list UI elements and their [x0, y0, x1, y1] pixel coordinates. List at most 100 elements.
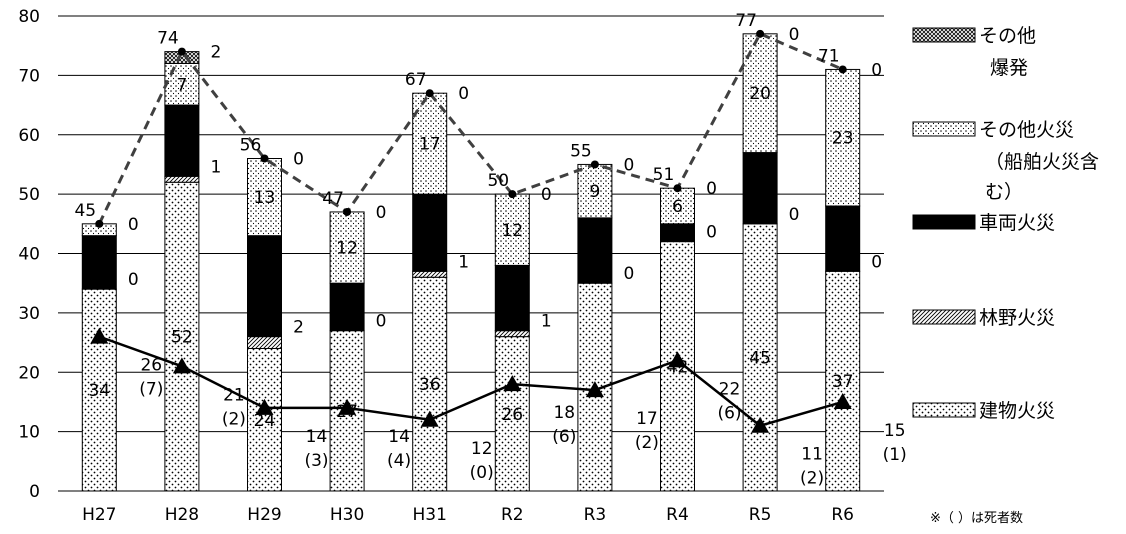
casualty-marker	[420, 410, 439, 427]
x-tick-label: H29	[247, 505, 281, 525]
total-marker	[343, 207, 352, 216]
forest-label: 0	[789, 205, 800, 225]
casualty-label: 11	[801, 445, 823, 465]
footnote: ※（ ）は死者数	[930, 511, 1023, 526]
casualty-marker	[255, 398, 274, 415]
y-tick-label: 60	[18, 126, 40, 146]
building-label: 45	[749, 348, 771, 368]
total-marker	[177, 47, 186, 56]
other-label: 0	[458, 84, 469, 104]
other-label: 0	[871, 60, 882, 80]
casualty-label: 22	[719, 379, 741, 399]
x-tick-label: R5	[749, 505, 772, 525]
other-fire-label: 20	[749, 84, 771, 104]
legend-swatch	[912, 402, 976, 418]
death-label: (2)	[222, 409, 246, 429]
x-tick-label: R3	[584, 505, 607, 525]
building-label: 27	[336, 402, 358, 422]
total-marker	[260, 154, 269, 163]
forest-label: 1	[458, 252, 469, 272]
x-tick-label: H28	[165, 505, 199, 525]
total-label: 45	[74, 201, 96, 221]
death-label: (3)	[304, 451, 328, 471]
bar-segment	[81, 288, 117, 492]
other-fire-label: 17	[419, 135, 441, 155]
death-label: (7)	[139, 380, 163, 400]
total-marker	[838, 65, 847, 74]
building-label: 37	[832, 372, 854, 392]
legend-swatch	[912, 121, 976, 137]
casualty-marker	[503, 375, 522, 392]
casualty-label: 15	[884, 421, 906, 441]
bar-segment	[247, 235, 282, 338]
bar-segment	[825, 205, 861, 272]
bar-segment	[494, 264, 530, 332]
y-tick-label: 50	[18, 185, 40, 205]
casualty-marker	[338, 398, 357, 415]
bar-segment	[412, 270, 448, 278]
total-label: 74	[157, 29, 179, 49]
casualty-label: 14	[306, 427, 328, 447]
total-marker	[590, 160, 599, 169]
total-label: 71	[818, 46, 840, 66]
casualty-label: 21	[223, 385, 245, 405]
other-fire-label: 12	[501, 221, 523, 241]
y-tick-label: 80	[18, 7, 40, 27]
casualty-label: 14	[388, 427, 410, 447]
total-label: 47	[322, 189, 344, 209]
death-label: (2)	[800, 469, 824, 489]
series-lines	[90, 29, 852, 433]
casualty-marker	[172, 357, 191, 374]
y-tick-label: 40	[18, 245, 40, 265]
total-label: 50	[487, 171, 509, 191]
legend-label: 爆発	[990, 57, 1028, 79]
bar-segment	[412, 193, 448, 272]
x-axis-labels: H27 H28 H29 H30 H31 R2 R3 R4 R5 R6	[82, 505, 854, 525]
death-label: (0)	[470, 463, 494, 483]
casualty-label: 26	[140, 356, 162, 376]
other-label: 0	[128, 215, 139, 235]
total-label: 55	[570, 141, 592, 161]
legend-swatch	[912, 214, 976, 230]
legend-label: 車両火災	[979, 212, 1055, 234]
other-label: 2	[210, 43, 221, 63]
total-label: 67	[405, 70, 427, 90]
building-label: 52	[171, 328, 193, 348]
other-label: 0	[293, 150, 304, 170]
legend-label: 林野火災	[979, 307, 1055, 329]
casualty-label: 18	[553, 403, 575, 423]
y-axis-ticks: 0 10 20 30 40 50 60 70 80	[18, 7, 40, 502]
legend-label: その他火災	[979, 119, 1074, 141]
total-marker	[756, 29, 765, 38]
bar-segment	[577, 217, 613, 284]
building-label: 34	[88, 381, 110, 401]
y-tick-label: 10	[18, 423, 40, 443]
building-label: 36	[419, 375, 441, 395]
legend-label: （船舶火災含	[985, 151, 1099, 173]
x-tick-label: H31	[412, 505, 446, 525]
legend-label: む）	[985, 181, 1023, 203]
bar-segment	[742, 152, 778, 225]
total-label: 77	[735, 11, 757, 31]
other-label: 0	[789, 25, 800, 45]
other-label: 0	[706, 179, 717, 199]
total-line	[97, 31, 844, 225]
x-tick-label: R2	[501, 505, 524, 525]
other-label: 0	[376, 203, 387, 223]
bar-segment	[329, 282, 365, 332]
legend-swatch	[912, 27, 976, 43]
casualty-marker	[668, 351, 687, 368]
bar-segment	[247, 348, 282, 492]
total-marker	[508, 190, 517, 199]
death-label: (1)	[883, 445, 907, 465]
other-fire-label: 23	[832, 129, 854, 149]
x-tick-label: H30	[330, 505, 364, 525]
bar-segment	[494, 330, 530, 338]
bar-segment	[81, 235, 117, 290]
bar-segment	[825, 270, 861, 492]
y-tick-label: 70	[18, 66, 40, 86]
other-fire-label: 7	[176, 75, 187, 95]
casualty-label: 17	[636, 409, 658, 429]
